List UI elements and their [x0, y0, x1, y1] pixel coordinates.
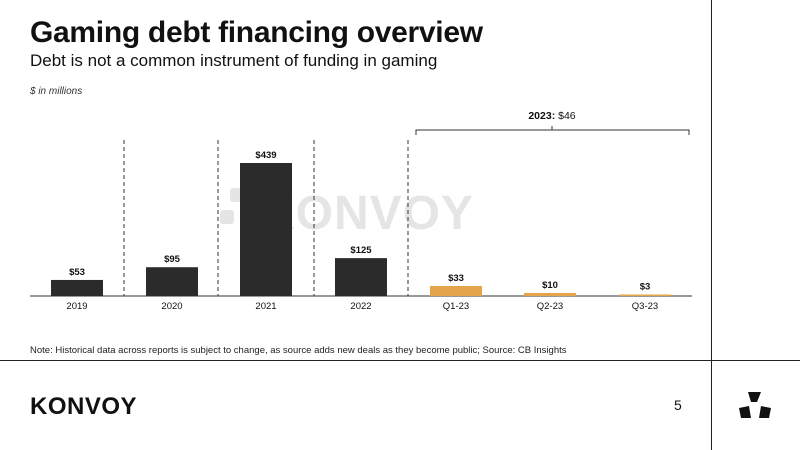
- bracket-label-value: $46: [555, 110, 576, 122]
- slide-title: Gaming debt financing overview: [30, 16, 483, 49]
- konvoy-logo-icon: [739, 392, 771, 418]
- side-divider: [711, 0, 712, 450]
- slide-subtitle: Debt is not a common instrument of fundi…: [30, 51, 438, 70]
- bar: [240, 163, 292, 296]
- source-footnote: Note: Historical data across reports is …: [30, 345, 567, 356]
- x-tick-label: Q2-23: [537, 301, 563, 312]
- x-tick-label: Q3-23: [632, 301, 658, 312]
- bar: [51, 279, 103, 296]
- x-tick-label: 2021: [255, 301, 276, 312]
- bracket-label: 2023: $46: [528, 110, 575, 122]
- page-number: 5: [674, 397, 682, 413]
- x-tick-label: 2022: [350, 301, 371, 312]
- data-label: $53: [69, 267, 85, 278]
- bar: [335, 258, 387, 296]
- x-tick-label: 2020: [161, 301, 182, 312]
- x-tick-label: Q1-23: [443, 301, 469, 312]
- bracket-label-year: 2023:: [528, 110, 555, 122]
- bar: [430, 286, 482, 296]
- footer-divider: [0, 360, 800, 361]
- brand-logo: KONVOY: [30, 393, 138, 420]
- data-label: $125: [350, 245, 372, 256]
- bar: [146, 267, 198, 296]
- data-label: $33: [448, 273, 464, 284]
- x-tick-label: 2019: [66, 301, 87, 312]
- data-label: $10: [542, 280, 558, 291]
- data-label: $95: [164, 254, 181, 265]
- bar: [619, 294, 671, 296]
- bar: [524, 292, 576, 296]
- data-label: $3: [640, 282, 651, 293]
- unit-note: $ in millions: [30, 86, 83, 97]
- data-label: $439: [255, 150, 276, 161]
- year-bracket: [415, 129, 690, 135]
- bar-chart: $53 2019 $95 2020 $439 2021 $125 2022 $33 Q1-23 $1…: [30, 110, 692, 312]
